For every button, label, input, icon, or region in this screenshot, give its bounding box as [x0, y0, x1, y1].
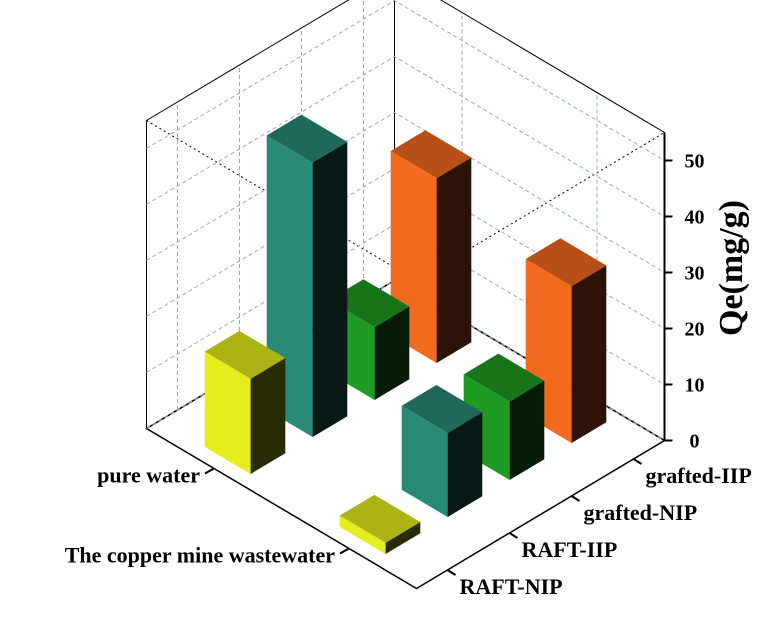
bar-top-face	[266, 114, 348, 163]
x-tick-label: grafted-NIP	[584, 500, 698, 525]
x-tick-label: RAFT-NIP	[460, 574, 563, 599]
z-tick-label: 20	[685, 319, 705, 341]
z-tick-label: 50	[685, 151, 705, 173]
x-tick	[508, 532, 519, 539]
bar-top-face	[401, 385, 483, 433]
y-tick-label: pure water	[97, 463, 200, 488]
bar-right-face	[250, 358, 286, 474]
bar-right-face	[312, 141, 348, 437]
x-tick	[446, 569, 457, 576]
x-tick-label: RAFT-IIP	[522, 537, 618, 562]
bar-left-face	[401, 405, 448, 517]
z-tick-label: 40	[685, 207, 705, 229]
bar-right-face	[374, 306, 410, 400]
bar-top-face	[525, 238, 607, 287]
bar	[390, 130, 472, 363]
y-tick	[204, 467, 215, 475]
x-tick	[632, 458, 643, 465]
x-tick-label: grafted-IIP	[646, 463, 752, 488]
bar	[204, 330, 286, 474]
z-tick-label: 10	[685, 375, 705, 397]
bar-top-face	[204, 330, 286, 379]
bar	[401, 385, 483, 517]
y-tick-label: The copper mine wastewater	[65, 543, 335, 568]
bar-right-face	[385, 522, 421, 554]
bar-right-face	[571, 265, 607, 443]
grid-line	[146, 111, 665, 273]
x-tick	[570, 495, 581, 502]
bar	[525, 238, 607, 443]
bar-right-face	[509, 380, 545, 480]
z-axis-title: Qe(mg/g)	[713, 200, 750, 336]
z-tick-label: 30	[685, 263, 705, 285]
z-tick-label: 0	[690, 431, 700, 453]
bar-top-face	[390, 130, 472, 179]
bar-left-face	[204, 351, 251, 474]
bar-top-face	[463, 353, 545, 402]
y-tick	[339, 547, 350, 555]
bar-top-face	[339, 494, 421, 543]
bar-right-face	[436, 157, 472, 363]
bar	[339, 494, 421, 554]
bar-top-face	[328, 279, 410, 328]
grid-line	[146, 55, 665, 217]
bar-left-face	[339, 515, 386, 554]
grid-line	[146, 0, 665, 161]
bar-right-face	[447, 412, 483, 517]
top-edge	[416, 132, 665, 281]
